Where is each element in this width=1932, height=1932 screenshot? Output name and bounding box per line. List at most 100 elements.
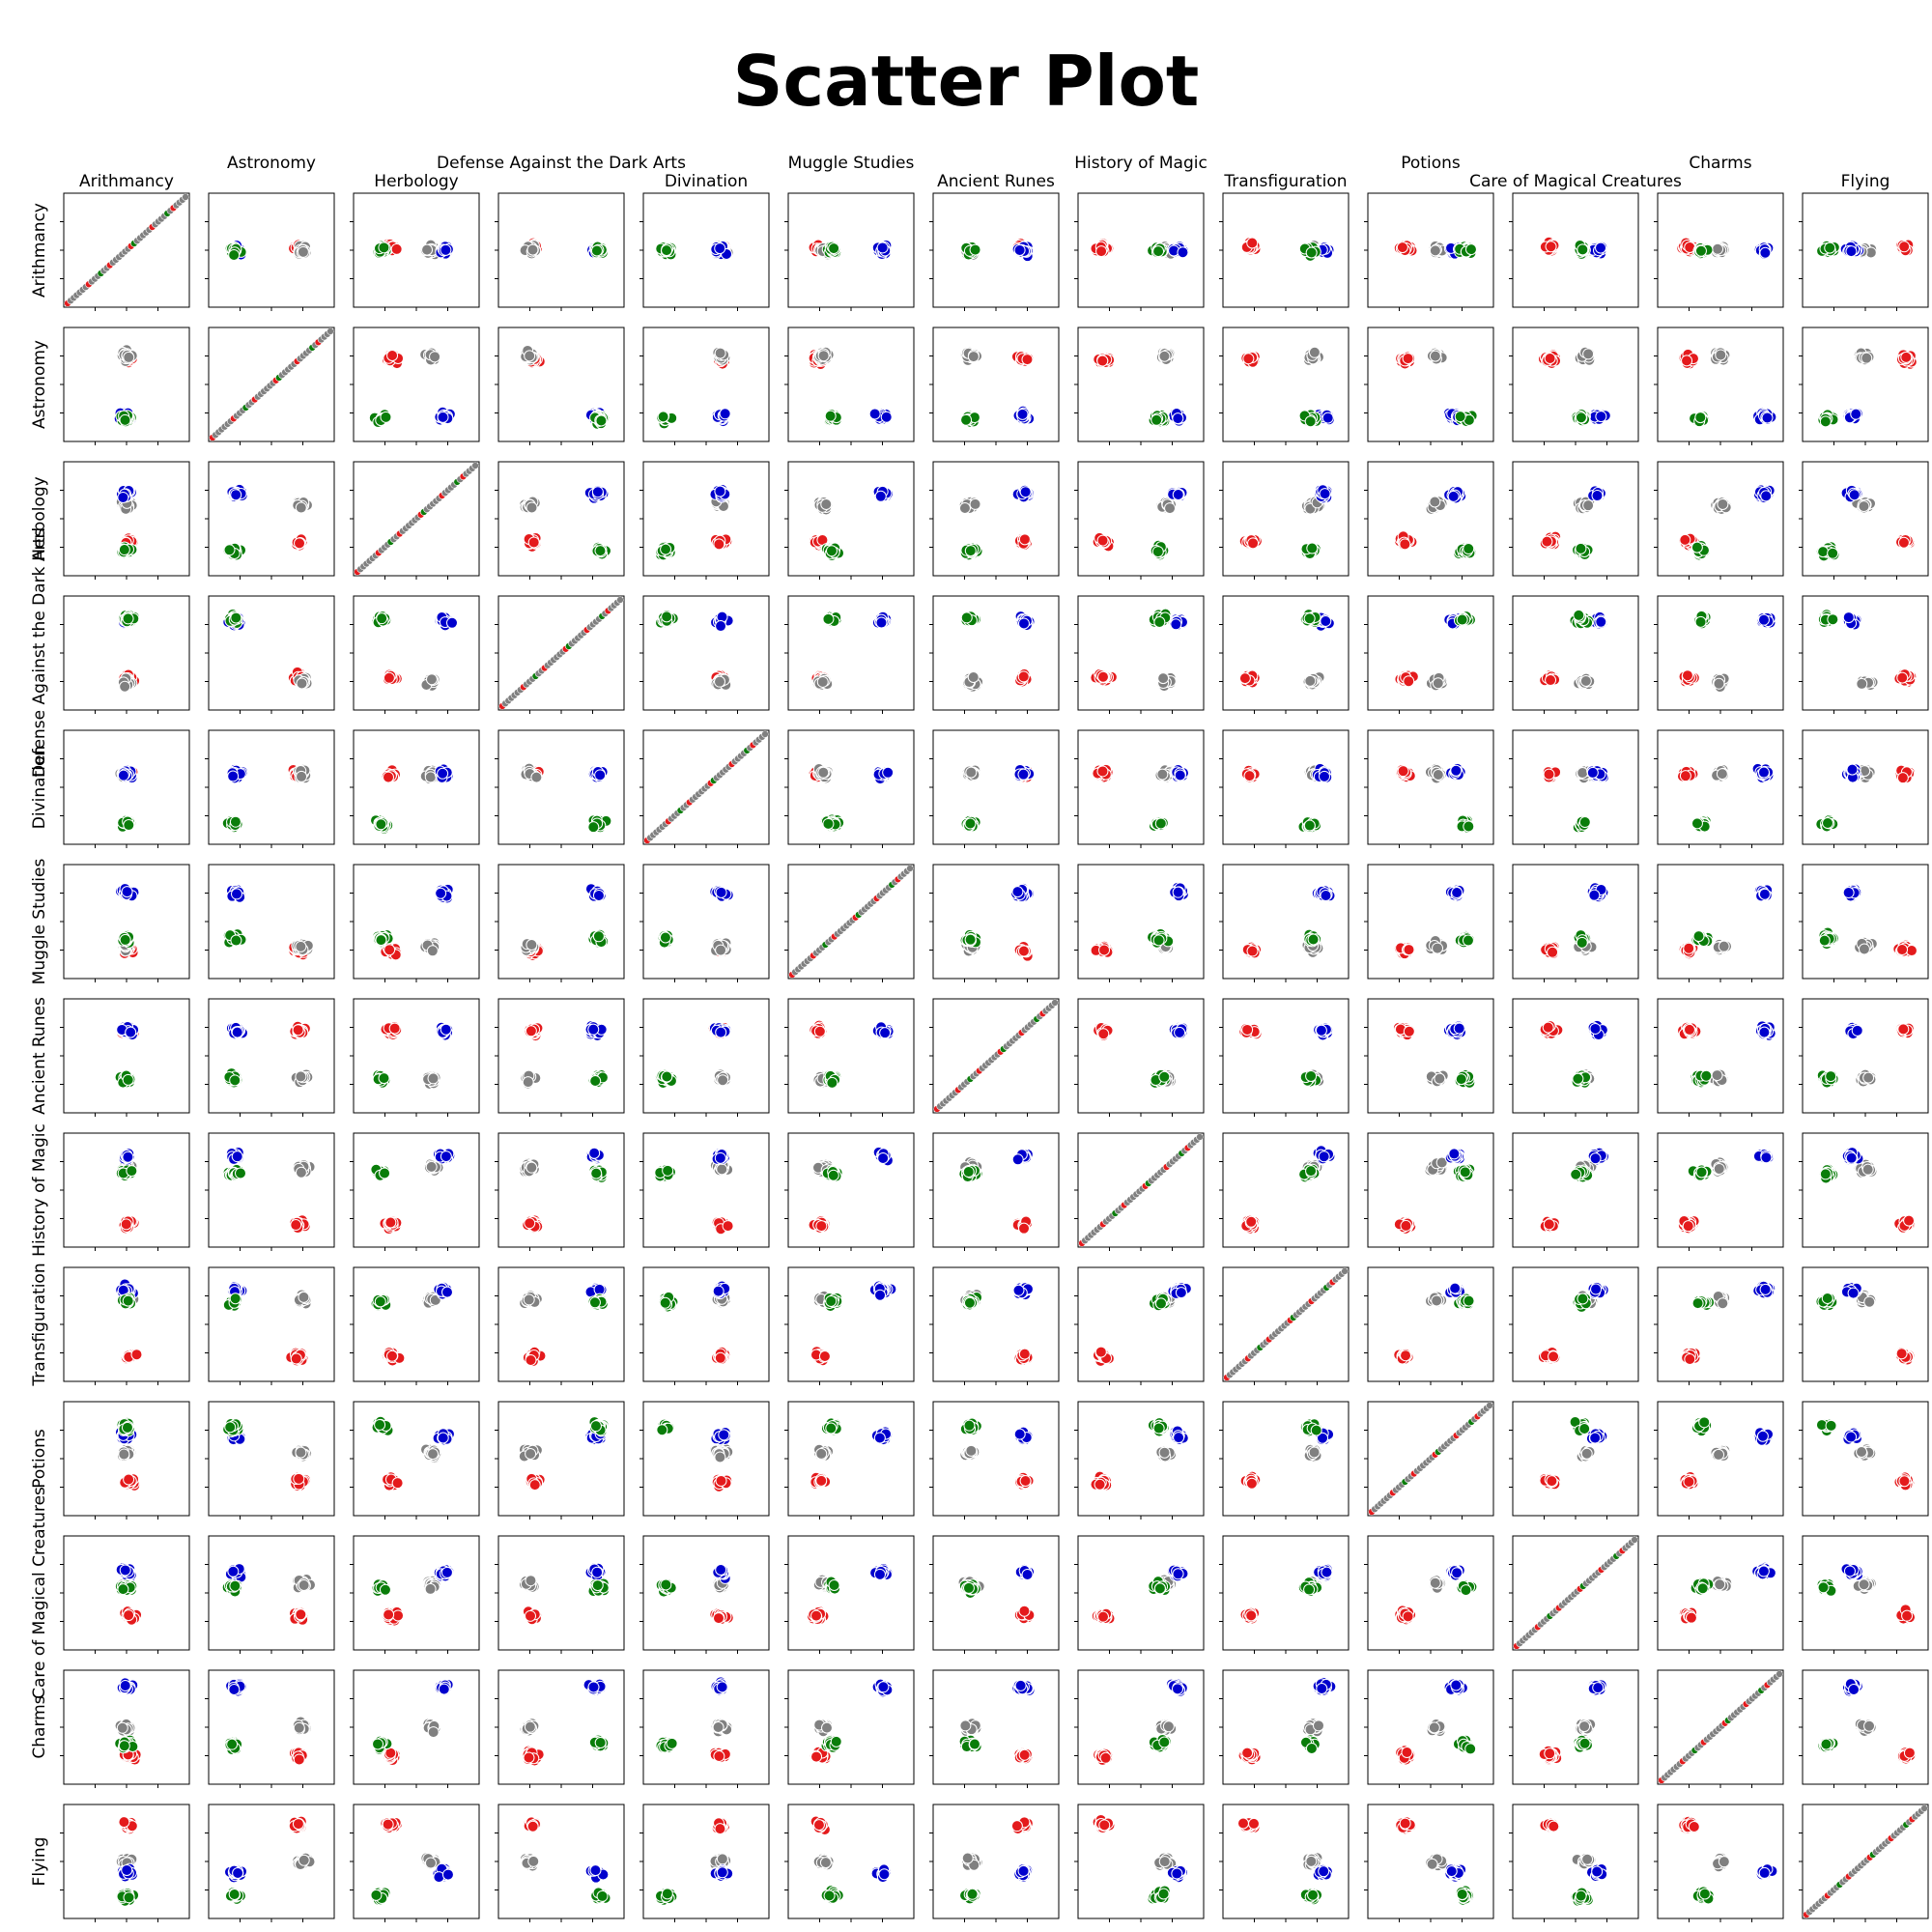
data-point — [1679, 533, 1691, 546]
panel-arithmancy-vs-herbology — [350, 192, 480, 311]
data-point — [1172, 488, 1184, 500]
row-label-potions: Potions — [30, 1429, 49, 1489]
data-point — [526, 501, 538, 514]
panel-herbology-vs-history-of-magic — [1074, 461, 1205, 580]
data-point — [1242, 353, 1255, 365]
panel-frame — [1367, 327, 1494, 442]
data-point — [119, 680, 131, 693]
panel-frame — [353, 327, 480, 442]
data-point — [713, 675, 725, 688]
panel-frame — [1077, 595, 1205, 711]
panel-frame — [787, 192, 915, 308]
panel-defense-against-the-dark-arts-vs-ancient-runes — [929, 595, 1060, 714]
data-point — [1306, 542, 1319, 554]
panel-astronomy-vs-charms — [1654, 327, 1784, 445]
data-point — [1396, 242, 1408, 254]
data-point — [1177, 246, 1189, 259]
data-point — [1761, 412, 1774, 424]
panel-frame — [932, 461, 1060, 577]
data-point — [1579, 674, 1592, 687]
diagonal-point — [616, 596, 624, 604]
data-point — [1861, 352, 1873, 364]
data-point — [425, 673, 438, 686]
column-label-astronomy: Astronomy — [227, 154, 316, 173]
data-point — [1021, 354, 1034, 366]
data-point — [1170, 618, 1182, 631]
data-point — [524, 350, 536, 362]
panel-astronomy-vs-herbology — [350, 327, 480, 445]
data-point — [868, 408, 881, 420]
panel-arithmancy-vs-astronomy — [205, 192, 335, 311]
data-point — [876, 242, 889, 254]
panel-astronomy-vs-muggle-studies — [784, 327, 915, 445]
data-point — [295, 501, 307, 514]
data-point — [816, 675, 829, 688]
panel-defense-against-the-dark-arts-vs-arithmancy — [60, 595, 190, 714]
data-point — [960, 611, 973, 624]
data-point — [1900, 351, 1913, 363]
panel-herbology-vs-transfiguration — [1219, 461, 1350, 580]
data-point — [1845, 245, 1858, 258]
data-point — [1582, 499, 1595, 512]
panel-astronomy-vs-care-of-magical-creatures — [1509, 327, 1639, 445]
data-point — [714, 485, 726, 497]
data-point — [822, 612, 835, 625]
diagonal-point — [327, 327, 334, 335]
data-point — [590, 244, 603, 257]
panel-herbology-vs-muggle-studies — [784, 461, 915, 580]
data-point — [1096, 355, 1109, 367]
data-point — [1681, 355, 1693, 367]
panel-astronomy-vs-arithmancy — [60, 327, 190, 445]
data-point — [1595, 615, 1607, 628]
data-point — [380, 411, 392, 423]
data-point — [390, 242, 403, 255]
panel-defense-against-the-dark-arts-vs-defense-against-the-dark-arts — [495, 595, 625, 714]
data-point — [1757, 613, 1770, 626]
data-point — [1096, 534, 1109, 547]
data-point — [1304, 674, 1317, 687]
data-point — [1447, 490, 1460, 502]
data-point — [1429, 244, 1441, 257]
data-point — [376, 612, 388, 625]
column-label-care-of-magical-creatures: Care of Magical Creatures — [1469, 172, 1682, 191]
panel-astronomy-vs-ancient-runes — [929, 327, 1060, 445]
data-point — [1304, 415, 1317, 428]
data-point — [1464, 243, 1477, 256]
data-point — [874, 490, 887, 502]
panel-frame — [1512, 461, 1639, 577]
data-point — [1319, 488, 1331, 500]
data-point — [1575, 412, 1587, 424]
panel-arithmancy-vs-muggle-studies — [784, 192, 915, 311]
data-point — [1824, 242, 1836, 254]
data-point — [1463, 543, 1475, 555]
data-point — [660, 543, 672, 555]
column-label-arithmancy: Arithmancy — [79, 172, 174, 191]
panel-frame — [787, 461, 915, 577]
column-label-defense-against-the-dark-arts: Defense Against the Dark Arts — [437, 154, 686, 173]
data-point — [1305, 246, 1318, 259]
data-point — [1694, 412, 1707, 424]
row-label-transfiguration: Transfiguration — [30, 1263, 49, 1386]
row-label-muggle-studies: Muggle Studies — [30, 859, 49, 985]
data-point — [1595, 242, 1607, 254]
data-point — [117, 491, 129, 503]
data-point — [1848, 489, 1861, 501]
panel-arithmancy-vs-potions — [1364, 192, 1494, 311]
data-point — [228, 248, 241, 261]
data-point — [1541, 535, 1553, 548]
data-point — [1694, 615, 1707, 628]
data-point — [296, 677, 308, 690]
data-point — [1013, 243, 1026, 256]
data-point — [1817, 546, 1830, 558]
row-label-flying: Flying — [30, 1837, 49, 1887]
data-point — [824, 410, 837, 422]
data-point — [1018, 533, 1031, 546]
panel-herbology-vs-ancient-runes — [929, 461, 1060, 580]
data-point — [1897, 536, 1910, 549]
data-point — [445, 616, 458, 629]
data-point — [1712, 242, 1724, 255]
data-point — [297, 245, 309, 258]
data-point — [1715, 349, 1727, 361]
column-label-transfiguration: Transfiguration — [1223, 172, 1347, 191]
panel-frame — [1077, 327, 1205, 442]
